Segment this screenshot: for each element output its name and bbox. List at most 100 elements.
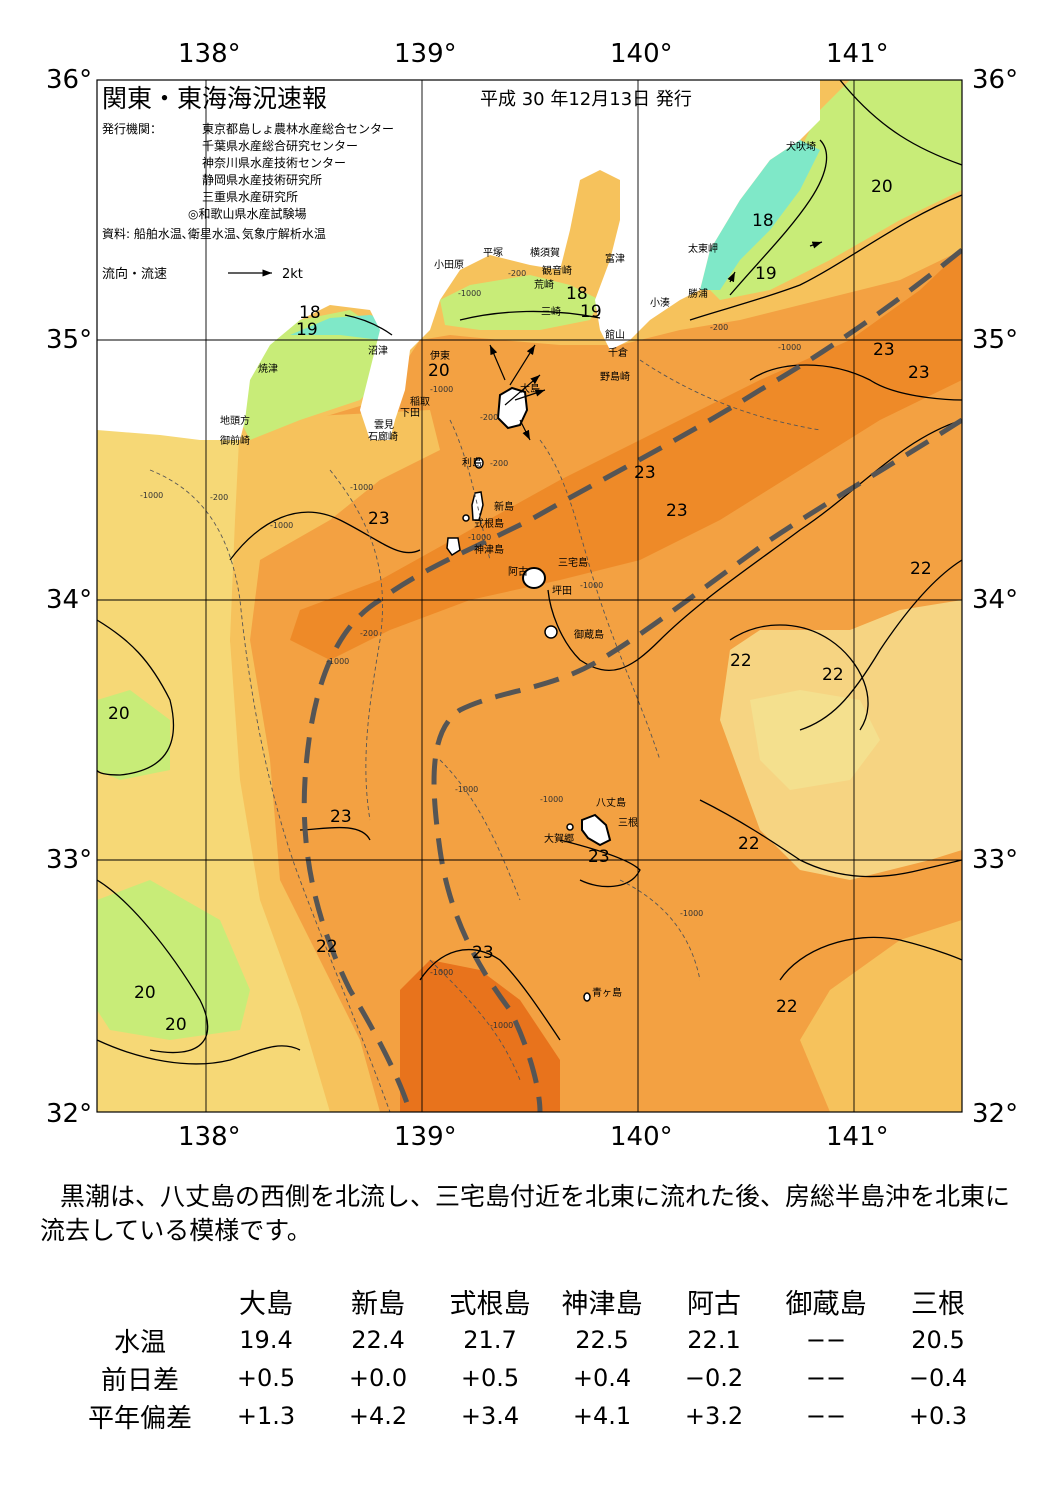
depth-label: -1000 [468,533,491,542]
map-title: 関東・東海海況速報 [102,84,327,113]
isotherm-label: 23 [908,363,930,383]
isotherm-labels: 20 18 19 18 19 18 19 20 23 23 23 23 23 2… [108,177,932,1035]
lat-left-35: 35° [46,325,92,355]
depth-label: -1000 [490,1021,513,1030]
kuroshio-hot-core-north [290,250,962,660]
boso-cold-water [700,140,820,290]
isotherm-label: 18 [566,284,588,304]
table-cell: 20.5 [911,1326,965,1354]
column-header: 式根島 [449,1289,531,1320]
lat-lon-grid [97,80,962,1112]
flow-legend-scale: 2kt [282,267,303,282]
place-toshima: 利島 [462,456,482,469]
place-mitsune: 三根 [618,816,638,829]
isotherm-label: 20 [428,361,450,381]
row-label: 平年偏差 [87,1403,192,1434]
table-header-row: 大島 新島 式根島 神津島 阿古 御蔵島 三根 [70,1282,994,1321]
depth-label: -1000 [680,909,703,918]
isotherm-label: 22 [316,937,338,957]
place-hachijojima: 八丈島 [596,796,626,809]
isotherm-label: 23 [634,463,656,483]
place-omaezaki: 御前崎 [220,434,250,447]
map-frame [96,79,963,1113]
table-cell: +4.1 [572,1402,632,1430]
map-svg: 関東・東海海況速報 平成 30 年12月13日 発行 発行機関： 東京都島しょ農… [46,39,1018,1152]
issuer-5: 三重県水産研究所 [202,189,298,204]
isotherm-label: 19 [755,264,777,284]
table-row: 平年偏差 +1.3 +4.2 +3.4 +4.1 +3.2 −− +0.3 [70,1397,994,1435]
depth-labels: -1000 -200 -1000 -200 -1000 -1000 -200 -… [140,269,801,1030]
kohachijo-island [566,823,574,831]
issuer-6: ◎和歌山県水産試験場 [188,206,306,221]
place-aogashima: 青ヶ島 [592,986,622,999]
isotherm-label: 20 [134,983,156,1003]
land-honshu [97,80,820,440]
table-row: 前日差 +0.5 +0.0 +0.5 +0.4 −0.2 −− −0.4 [70,1359,994,1397]
place-shikinejima: 式根島 [474,517,504,530]
table-cell: 22.5 [575,1326,629,1354]
place-misaki: 三崎 [541,305,561,318]
place-futtsu: 富津 [605,252,625,265]
axis-labels: 138° 139° 140° 141° 138° 139° 140° 141° … [46,39,1018,1152]
isotherm-label: 20 [871,177,893,197]
place-kumomi: 雲見 [374,419,394,431]
column-header: 新島 [351,1289,405,1320]
place-kannonzaki: 観音崎 [542,264,572,277]
column-header: 阿古 [687,1289,741,1320]
lat-right-35: 35° [972,325,1018,355]
place-yokosuka: 横須賀 [530,246,560,259]
place-tsubota: 坪田 [552,584,572,597]
place-kominato: 小湊 [650,296,670,309]
depth-label: -1000 [455,785,478,794]
niijima-island [471,491,484,521]
shikinejima-island [462,514,470,522]
isotherm-label: 22 [910,559,932,579]
depth-label: -200 [710,323,728,332]
place-jitogata: 地頭方 [220,414,250,427]
table-corner [70,1282,210,1321]
isotherm-label: 23 [666,501,688,521]
table-cell: +1.3 [236,1402,296,1430]
depth-label: -1000 [580,581,603,590]
place-ito: 伊東 [430,349,450,362]
table-cell: 21.7 [463,1326,517,1354]
toshima-island [474,457,484,469]
table-cell: −− [805,1364,847,1392]
lon-top-140: 140° [610,39,673,69]
kuroshio-hot-core-south [400,960,560,1112]
issue-date: 平成 30 年12月13日 発行 [480,89,692,110]
isotherm-label: 22 [730,651,752,671]
depth-label: -1000 [350,483,373,492]
table-cell: +3.4 [460,1402,520,1430]
column-header: 大島 [239,1289,293,1320]
issuer-2: 千葉県水産総合研究センター [202,138,358,153]
lon-top-141: 141° [826,39,889,69]
isotherm-label: 23 [472,943,494,963]
row-label: 前日差 [100,1365,179,1396]
map-body [97,80,962,1112]
place-oshima: 大島 [520,382,540,395]
transition-band-west [230,410,440,1112]
issuer-label: 発行機関： [102,121,162,136]
row-label: 水温 [113,1327,166,1358]
map-header: 関東・東海海況速報 平成 30 年12月13日 発行 発行機関： 東京都島しょ農… [102,84,692,282]
table-cell: +0.5 [236,1364,296,1392]
table-cell: −0.2 [684,1364,744,1392]
depth-label: -200 [210,493,228,502]
place-odawara: 小田原 [434,259,464,271]
place-inatori: 稲取 [410,396,430,408]
place-irozaki: 石廊崎 [368,430,398,443]
place-mikurajima: 御蔵島 [574,628,604,641]
mikurajima-island [544,625,558,639]
depth-label: -1000 [326,657,349,666]
isotherm-label: 19 [296,320,318,340]
place-chikura: 千倉 [608,346,628,359]
lon-bottom-139: 139° [394,1122,457,1150]
place-tateyama: 館山 [605,328,625,341]
place-katsuura: 勝浦 [688,287,708,300]
place-names: 犬吠埼 太東岬 勝浦 小湊 小田原 平塚 横須賀 観音崎 荒崎 三崎 富津 館山… [220,140,816,999]
lon-bottom-141: 141° [826,1122,889,1150]
kuroshio-summary: 黒潮は、八丈島の西側を北流し、三宅島付近を北東に流れた後、房総半島沖を北東に流去… [40,1182,1011,1245]
isotherm-label: 23 [873,340,895,360]
lat-left-32: 32° [46,1099,92,1129]
